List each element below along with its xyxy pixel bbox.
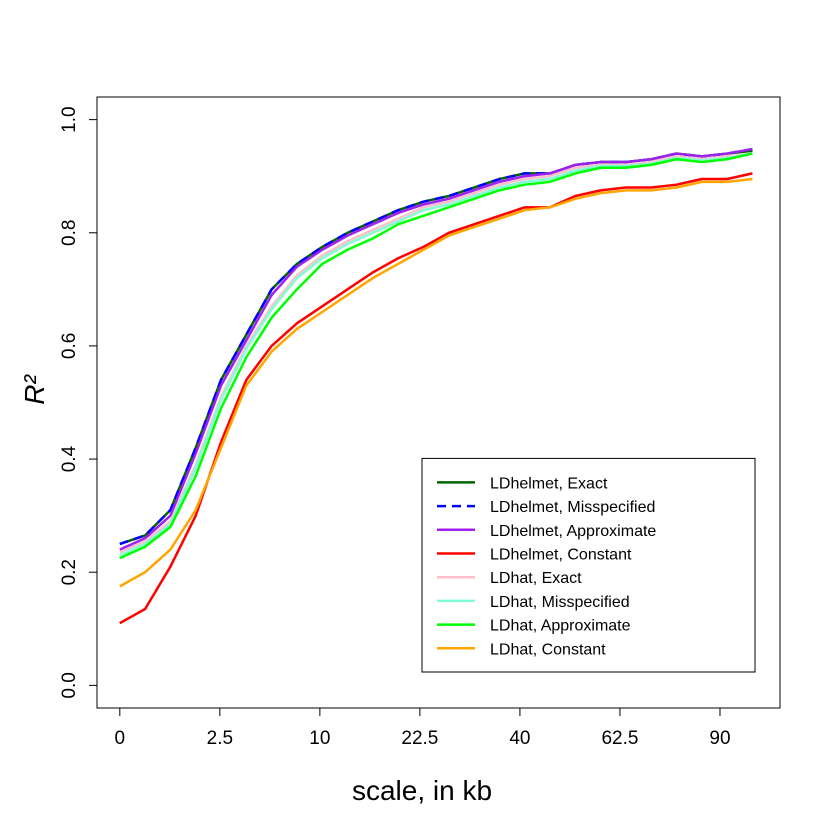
y-tick-label: 0.4 xyxy=(59,445,80,472)
x-tick-label: 40 xyxy=(509,728,530,749)
legend-label: LDhat, Approximate xyxy=(490,618,631,635)
x-tick-label: 0 xyxy=(115,728,126,749)
x-tick-label: 62.5 xyxy=(601,728,638,749)
legend-label: LDhelmet, Exact xyxy=(490,475,608,492)
legend-label: LDhelmet, Approximate xyxy=(490,523,656,540)
x-tick-label: 10 xyxy=(309,728,330,749)
series-line xyxy=(119,147,753,551)
series-line xyxy=(119,177,753,588)
legend-label: LDhelmet, Constant xyxy=(490,547,632,564)
series-line xyxy=(119,152,753,560)
y-tick-label: 0.2 xyxy=(59,559,80,585)
legend-label: LDhelmet, Misspecified xyxy=(490,499,655,516)
legend-label: LDhat, Misspecified xyxy=(490,594,630,611)
y-tick-label: 0.6 xyxy=(59,333,80,359)
y-tick-label: 0.8 xyxy=(59,220,80,246)
legend-label: LDhat, Constant xyxy=(490,641,606,658)
x-axis-label: scale, in kb xyxy=(352,775,492,806)
x-tick-label: 2.5 xyxy=(207,728,233,749)
x-tick-label: 22.5 xyxy=(401,728,438,749)
y-tick-label: 1.0 xyxy=(59,106,80,132)
y-axis-label: R² xyxy=(19,374,50,405)
series-line xyxy=(119,152,753,554)
y-tick-label: 0.0 xyxy=(59,672,80,698)
legend-box xyxy=(421,457,756,673)
x-tick-label: 90 xyxy=(709,728,730,749)
legend-label: LDhat, Exact xyxy=(490,570,582,587)
series-line xyxy=(119,172,753,625)
